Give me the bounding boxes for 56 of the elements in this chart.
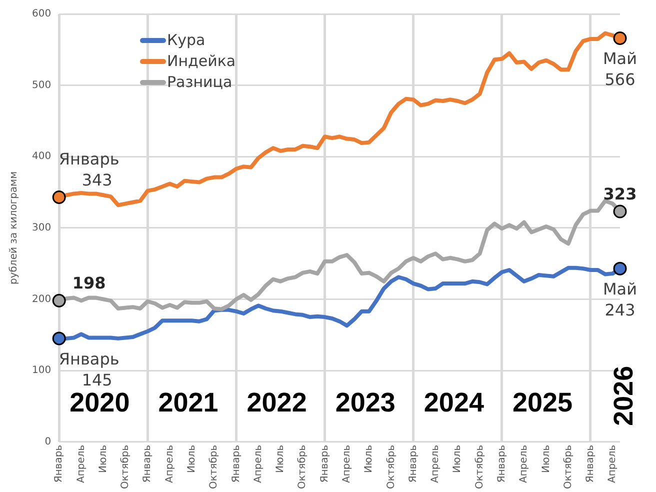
annotation: 2021 <box>158 387 218 418</box>
x-tick-label: Январь <box>585 444 596 483</box>
x-tick-label: Октябрь <box>120 444 132 490</box>
y-tick-label: 600 <box>32 8 52 20</box>
point <box>52 332 66 346</box>
annotation: Май 243 <box>602 280 638 320</box>
point <box>613 31 627 45</box>
x-tick-label: Июль <box>275 444 286 474</box>
x-tick-label: Июль <box>452 444 464 474</box>
x-tick-label: Июль <box>364 444 375 474</box>
annotation: Май 566 <box>602 49 638 90</box>
y-tick-label: 500 <box>32 80 52 91</box>
x-tick-label: Апрель <box>164 444 176 484</box>
x-tick-label: Июль <box>540 444 552 474</box>
x-tick-label: Апрель <box>76 444 87 484</box>
x-tick-label: Апрель <box>607 444 618 484</box>
y-tick-label: 200 <box>32 294 52 305</box>
annotation: 2024 <box>424 387 484 418</box>
x-tick-label: Октябрь <box>386 444 397 490</box>
x-tick-label: Июль <box>98 444 109 474</box>
x-tick-label: Апрель <box>342 444 353 484</box>
x-tick-label: Январь <box>230 444 242 483</box>
x-tick-label: Апрель <box>252 444 264 484</box>
x-tick-label: Январь <box>142 444 154 483</box>
x-tick-label: Июль <box>186 444 198 474</box>
annotation: 198 <box>72 274 106 293</box>
y-tick-label: 300 <box>32 222 52 234</box>
y-tick-label: 400 <box>32 151 52 162</box>
x-tick-label: Октябрь <box>474 444 486 490</box>
x-tick-label: Октябрь <box>297 444 308 490</box>
legend-label: Разница <box>167 72 232 93</box>
legend-label: Кура <box>167 30 206 51</box>
annotation: Январь 343 <box>58 149 120 190</box>
x-tick-label: Октябрь <box>562 444 574 490</box>
y-tick-label: 100 <box>32 365 52 376</box>
annotation: 323 <box>603 184 637 204</box>
legend-label: Индейка <box>167 51 236 72</box>
annotation: 2022 <box>246 387 307 418</box>
point <box>52 294 66 308</box>
y-axis-title: рублей за килограмм <box>8 171 20 284</box>
x-tick-label: Январь <box>408 444 419 483</box>
annotation: Январь 145 <box>58 349 120 390</box>
x-tick-label: Январь <box>54 444 65 483</box>
annotation: 2025 <box>512 387 573 418</box>
annotation: 2026 <box>608 366 638 426</box>
y-tick-label: 0 <box>44 436 52 448</box>
x-tick-label: Октябрь <box>208 444 220 490</box>
annotation: 2020 <box>70 387 130 418</box>
x-tick-label: Апрель <box>430 444 442 484</box>
x-tick-label: Январь <box>496 444 508 483</box>
annotation: 2023 <box>335 387 396 418</box>
point <box>613 262 627 276</box>
point <box>613 204 627 218</box>
point <box>52 190 66 204</box>
x-tick-label: Апрель <box>518 444 530 484</box>
x-tick-label: Январь <box>319 444 330 483</box>
